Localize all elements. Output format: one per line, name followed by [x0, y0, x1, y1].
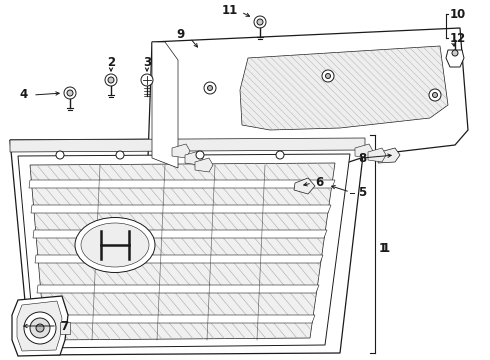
Circle shape — [108, 77, 114, 83]
Circle shape — [254, 16, 266, 28]
Polygon shape — [33, 230, 327, 238]
Circle shape — [276, 151, 284, 159]
Text: 3: 3 — [143, 57, 151, 69]
Circle shape — [105, 74, 117, 86]
Polygon shape — [37, 285, 319, 293]
Text: 6: 6 — [315, 175, 323, 189]
Circle shape — [116, 151, 124, 159]
Polygon shape — [17, 301, 62, 351]
Circle shape — [196, 151, 204, 159]
Polygon shape — [29, 180, 335, 188]
Polygon shape — [35, 255, 323, 263]
Polygon shape — [12, 296, 68, 356]
Polygon shape — [446, 50, 464, 67]
Circle shape — [429, 89, 441, 101]
Text: 5: 5 — [358, 186, 366, 199]
Circle shape — [56, 151, 64, 159]
Polygon shape — [152, 42, 178, 168]
Circle shape — [257, 19, 263, 25]
Text: 10: 10 — [450, 8, 466, 21]
Circle shape — [36, 324, 44, 332]
Polygon shape — [148, 28, 468, 168]
Polygon shape — [368, 148, 386, 162]
Circle shape — [30, 318, 50, 338]
Text: 7: 7 — [60, 320, 68, 333]
Text: 11: 11 — [222, 4, 238, 17]
Circle shape — [322, 70, 334, 82]
Text: 1: 1 — [382, 242, 390, 255]
Text: 2: 2 — [107, 57, 115, 69]
Polygon shape — [195, 158, 213, 172]
Text: 8: 8 — [358, 152, 366, 165]
Circle shape — [204, 82, 216, 94]
Polygon shape — [172, 144, 190, 158]
Text: 12: 12 — [450, 31, 466, 45]
Polygon shape — [185, 151, 203, 165]
Polygon shape — [30, 163, 335, 340]
Circle shape — [64, 87, 76, 99]
Polygon shape — [294, 178, 315, 194]
Circle shape — [24, 312, 56, 344]
Text: 1: 1 — [379, 242, 387, 255]
Polygon shape — [31, 205, 331, 213]
Circle shape — [141, 74, 153, 86]
Circle shape — [207, 85, 213, 90]
Polygon shape — [10, 138, 365, 152]
Polygon shape — [378, 148, 400, 163]
Polygon shape — [60, 322, 70, 334]
Circle shape — [433, 93, 438, 98]
Text: 4: 4 — [20, 89, 28, 102]
Circle shape — [67, 90, 73, 96]
Polygon shape — [10, 138, 365, 355]
Ellipse shape — [75, 217, 155, 273]
Circle shape — [452, 50, 458, 56]
Ellipse shape — [81, 223, 149, 267]
Polygon shape — [240, 46, 448, 130]
Circle shape — [325, 73, 330, 78]
Text: 9: 9 — [177, 28, 185, 41]
Polygon shape — [355, 144, 373, 158]
Polygon shape — [18, 154, 350, 348]
Polygon shape — [39, 315, 315, 323]
